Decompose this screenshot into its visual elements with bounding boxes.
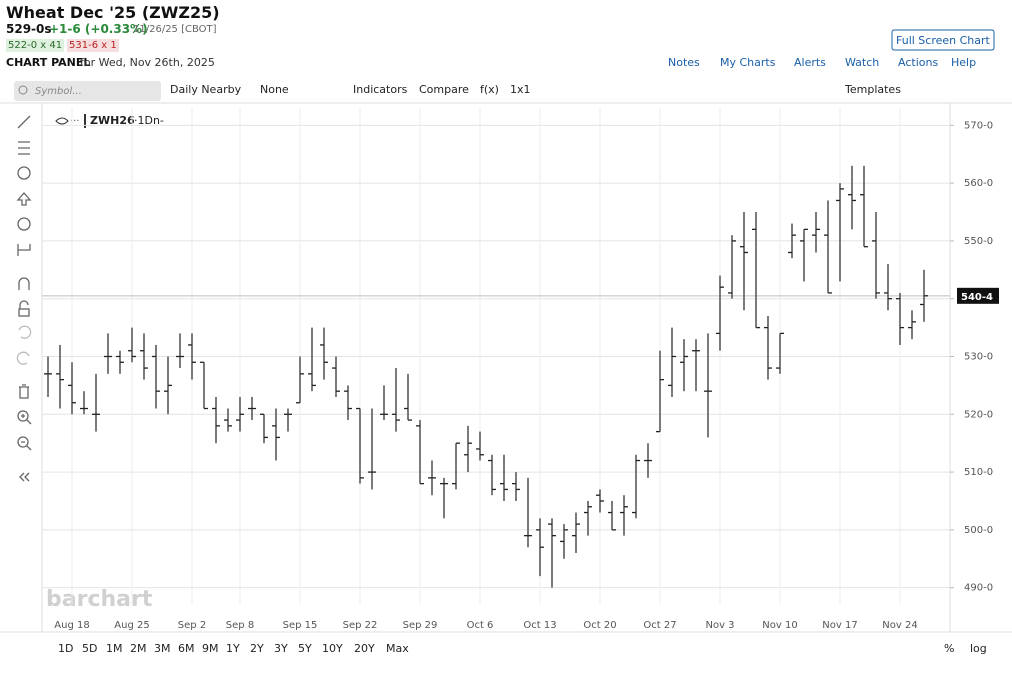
range-button[interactable]: 1M [106,642,123,655]
range-button[interactable]: 10Y [322,642,343,655]
tool-zoom-out[interactable] [17,436,29,448]
symbol-placeholder: Symbol... [35,86,82,97]
x-tick-label: Oct 27 [643,620,676,631]
y-tick-label: 520-0 [964,409,993,420]
tool-lock[interactable] [19,300,29,309]
range-button[interactable]: 2M [130,642,147,655]
tool-magnet[interactable] [18,277,30,290]
tool-collapse[interactable] [19,472,30,482]
tool-line[interactable] [17,115,31,129]
range-button[interactable]: 6M [178,642,195,655]
ask: 531-6 x 1 [67,39,119,52]
last-price-box [957,287,999,304]
percent-toggle[interactable]: % [944,642,955,655]
tool-redo[interactable] [16,351,30,365]
help-link[interactable]: Help [951,56,977,69]
x-tick-label: Sep 8 [226,620,254,631]
y-tick-label: 490-0 [964,583,993,594]
range-button[interactable]: 3M [154,642,171,655]
tool-zoom-in[interactable] [17,410,29,422]
x-tick-label: Sep 29 [403,620,438,631]
y-tick-label: 500-0 [964,525,993,536]
toolbar-item[interactable]: f(x) [480,83,499,96]
range-button[interactable]: Max [386,642,409,655]
legend-interval: ·1Dn- [134,114,164,127]
last-price: 529-0s [6,22,52,36]
panel-date: for Wed, Nov 26th, 2025 [80,56,215,69]
toolbar-item[interactable]: 1x1 [510,83,531,96]
templates-button[interactable]: Templates [845,83,901,96]
tool-fib[interactable] [18,141,30,155]
tool-arrow[interactable] [16,192,32,206]
actions-link[interactable]: Actions [898,56,939,69]
tool-undo[interactable] [18,325,32,339]
alerts-link[interactable]: Alerts [794,56,826,69]
search-icon [18,85,28,95]
y-tick-label: 510-0 [964,467,993,478]
tool-text[interactable] [17,217,31,231]
range-button[interactable]: 1Y [226,642,240,655]
range-button[interactable]: 2Y [250,642,264,655]
panel-label: CHART PANEL [6,56,91,69]
x-tick-label: Nov 3 [705,620,734,631]
visibility-icon[interactable] [55,117,69,125]
bid: 522-0 x 41 [6,39,65,52]
range-button[interactable]: 5Y [298,642,312,655]
tool-lock[interactable] [18,308,30,317]
y-tick-label: 550-0 [964,236,993,247]
price-change: +1-6 (+0.33%) [49,22,148,36]
symbol-input[interactable] [14,81,161,101]
toolbar-item[interactable]: Indicators [353,83,408,96]
my-charts-link[interactable]: My Charts [720,56,776,69]
toolbar-item[interactable]: Daily Nearby [170,83,242,96]
x-tick-label: Oct 6 [467,620,494,631]
full-screen-label: Full Screen Chart [896,34,991,47]
x-tick-label: Aug 25 [114,620,149,631]
x-tick-label: Sep 15 [283,620,318,631]
toolbar-item[interactable]: None [260,83,289,96]
x-tick-label: Nov 10 [762,620,797,631]
log-toggle[interactable]: log [970,642,987,655]
x-tick-label: Nov 17 [822,620,857,631]
watch-link[interactable]: Watch [845,56,880,69]
range-button[interactable]: 5D [82,642,98,655]
timestamp: 11/26/25 [CBOT] [133,24,217,35]
y-tick-label: 570-0 [964,120,993,131]
x-tick-label: Oct 20 [583,620,616,631]
range-button[interactable]: 20Y [354,642,375,655]
x-tick-label: Nov 24 [882,620,917,631]
x-tick-label: Aug 18 [54,620,89,631]
x-tick-label: Oct 13 [523,620,556,631]
tool-measure[interactable] [17,244,31,256]
tool-icons [16,115,32,482]
toolbar-item[interactable]: Compare [419,83,469,96]
y-tick-label: 530-0 [964,352,993,363]
y-tick-label: 560-0 [964,178,993,189]
range-button[interactable]: 1D [58,642,74,655]
tool-shape[interactable] [17,166,31,180]
last-price-label: 540-4 [961,292,993,303]
tool-delete[interactable] [19,384,29,399]
tool-zoom-out[interactable] [21,441,32,451]
x-tick-label: Sep 22 [343,620,378,631]
title: Wheat Dec '25 (ZWZ25) [6,3,220,22]
x-tick-label: Sep 2 [178,620,206,631]
legend-symbol: ZWH26 [90,114,135,127]
watermark: barchart [46,587,153,612]
range-button[interactable]: 3Y [274,642,288,655]
tool-zoom-in[interactable] [21,414,32,425]
range-button[interactable]: 9M [202,642,219,655]
full-screen-button[interactable] [891,29,995,51]
legend-marker [84,114,86,128]
notes-link[interactable]: Notes [668,56,700,69]
legend-menu[interactable]: ··· [70,116,80,127]
